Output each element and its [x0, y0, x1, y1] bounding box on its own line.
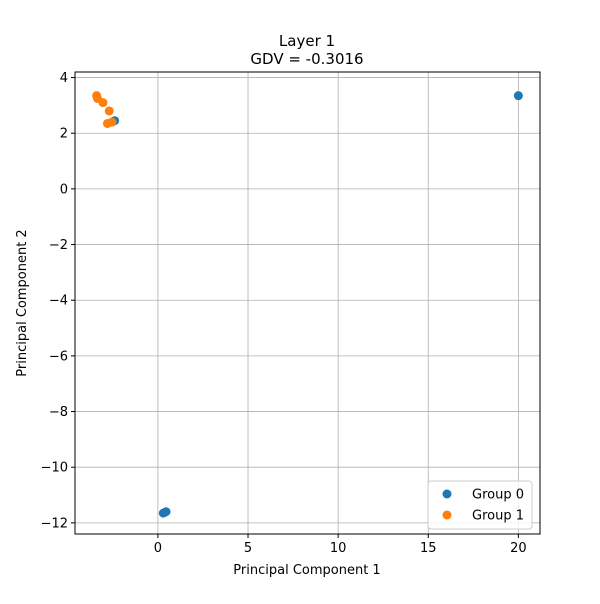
legend-marker-group-0	[442, 489, 452, 499]
x-tick-label: 10	[330, 541, 347, 556]
x-tick-label: 5	[244, 541, 252, 556]
chart-title-line2: GDV = -0.3016	[250, 50, 363, 68]
x-axis-label: Principal Component 1	[233, 563, 380, 578]
legend-box	[427, 480, 533, 530]
y-axis-label: Principal Component 2	[15, 229, 30, 376]
y-tick-label: 0	[60, 182, 68, 197]
y-tick-label: −6	[49, 349, 68, 364]
y-tick-label: −10	[41, 461, 68, 476]
x-tick-label: 15	[420, 541, 437, 556]
data-points	[92, 91, 523, 518]
legend: Group 0 Group 1	[427, 480, 533, 530]
legend-label-group-1: Group 1	[472, 509, 524, 524]
plot-frame	[74, 71, 541, 535]
group-0-point	[161, 507, 171, 517]
grid	[75, 72, 540, 534]
group-1-point	[107, 117, 117, 127]
group-0-point	[513, 91, 523, 101]
y-tick-label: 2	[60, 127, 68, 142]
y-tick-label: −8	[49, 405, 68, 420]
x-tick-label: 0	[154, 541, 162, 556]
x-tick-label: 20	[510, 541, 527, 556]
legend-label-group-0: Group 0	[472, 488, 524, 503]
y-tick-label: −12	[41, 516, 68, 531]
chart-title-line1: Layer 1	[279, 32, 335, 50]
y-tick-label: −2	[49, 238, 68, 253]
y-tick-label: −4	[49, 294, 68, 309]
group-1-point	[104, 106, 114, 116]
y-tick-label: 4	[60, 71, 68, 86]
group-1-point	[98, 98, 108, 108]
legend-marker-group-1	[442, 510, 452, 520]
